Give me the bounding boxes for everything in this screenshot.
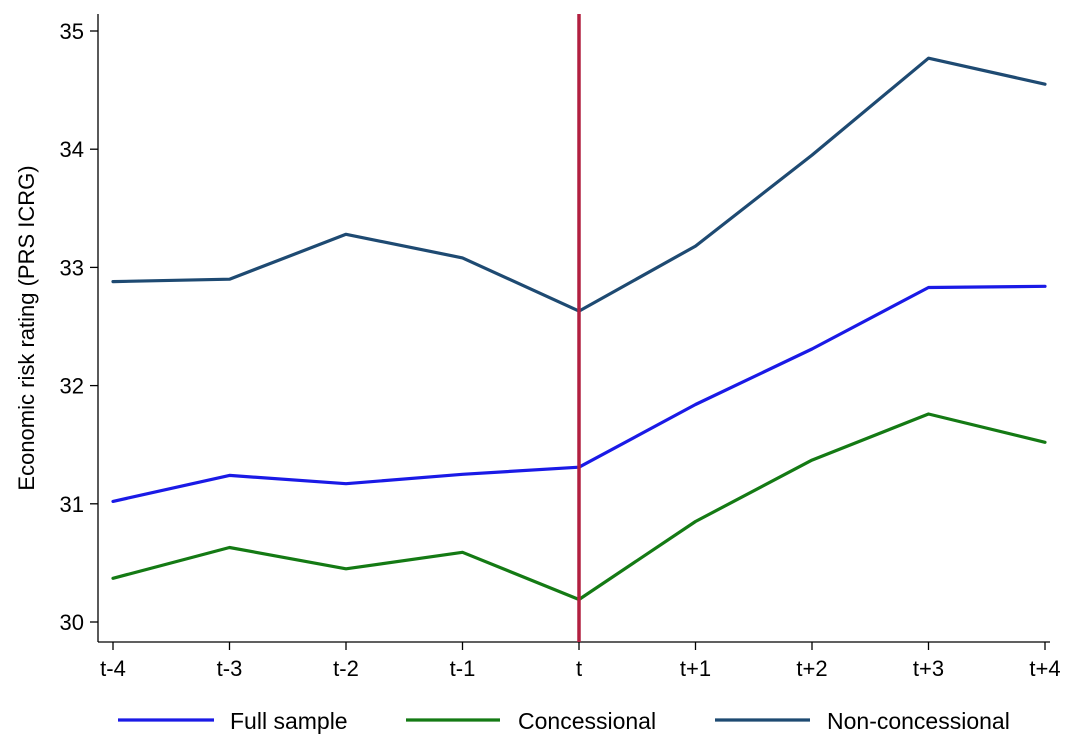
x-tick-label: t+4 [1029, 656, 1060, 681]
x-tick-label: t+1 [680, 656, 711, 681]
y-tick-label: 35 [60, 19, 84, 44]
legend-label: Concessional [518, 708, 656, 734]
x-tick-label: t [576, 656, 582, 681]
x-axis: t-4 t-3 t-2 t-1 t t+1 t+2 t+3 t+4 [98, 641, 1061, 681]
y-tick-label: 34 [60, 137, 84, 162]
x-tick-label: t+3 [913, 656, 944, 681]
legend-item: Concessional [406, 708, 656, 734]
x-tick-label: t-4 [100, 656, 126, 681]
y-axis: 30 31 32 33 34 35 [60, 14, 99, 642]
x-tick-label: t-2 [333, 656, 359, 681]
x-tick-label: t+2 [796, 656, 827, 681]
y-tick-label: 32 [60, 374, 84, 399]
legend-label: Full sample [230, 708, 348, 734]
legend-item: Non-concessional [715, 708, 1010, 734]
x-tick-label: t-3 [217, 656, 243, 681]
y-tick-label: 33 [60, 255, 84, 280]
y-axis-title: Economic risk rating (PRS ICRG) [14, 165, 39, 490]
legend-item: Full sample [118, 708, 348, 734]
legend: Full sample Concessional Non-concessional [118, 708, 1010, 734]
y-tick-label: 31 [60, 492, 84, 517]
legend-label: Non-concessional [827, 708, 1010, 734]
y-tick-label: 30 [60, 610, 84, 635]
x-tick-label: t-1 [450, 656, 476, 681]
